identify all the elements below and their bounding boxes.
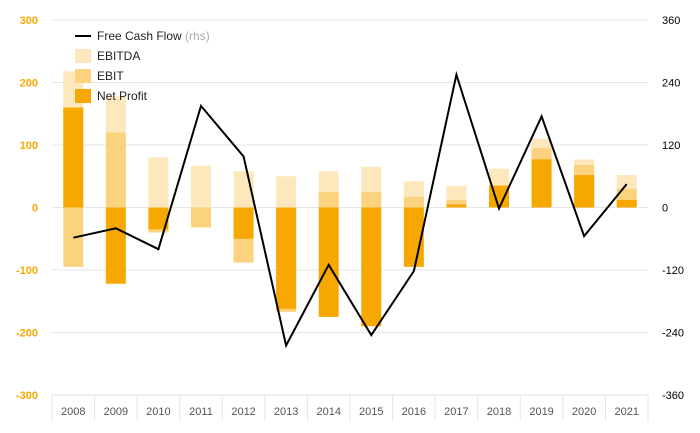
bar-ebitda-2010: [148, 157, 169, 208]
y-right-tick-label: 240: [662, 78, 680, 90]
bar-ebit-2017: [446, 200, 467, 208]
legend: Free Cash Flow (rhs) EBITDA EBIT Net Profit: [75, 29, 210, 103]
x-tick-label: 2017: [444, 406, 468, 418]
x-tick-label: 2009: [104, 406, 128, 418]
x-tick-label: 2018: [487, 406, 511, 418]
y-left-tick-label: 0: [32, 203, 38, 215]
legend-swatch-net-profit: [75, 89, 91, 103]
legend-swatch-ebit: [75, 69, 91, 83]
bar-ebit-2009: [105, 132, 126, 208]
y-left-tick-label: -200: [16, 328, 38, 340]
bar-ebit-2015: [361, 191, 382, 208]
x-tick-label: 2021: [614, 406, 638, 418]
y-right-tick-label: 120: [662, 140, 680, 152]
bar-ebit-2011: [191, 207, 211, 228]
x-tick-label: 2008: [61, 406, 85, 418]
y-left-tick-label: 100: [20, 140, 38, 152]
bar-net-profit-2017: [446, 204, 467, 208]
bar-ebitda-2011: [191, 165, 211, 208]
x-tick-label: 2015: [359, 406, 383, 418]
bar-ebit-2014: [318, 191, 339, 208]
bar-net-profit-2021: [616, 200, 637, 208]
legend-label-ebit: EBIT: [97, 69, 124, 83]
bar-net-profit-2019: [531, 159, 552, 208]
x-tick-label: 2014: [316, 406, 340, 418]
legend-label-ebitda: EBITDA: [97, 49, 140, 63]
x-tick-label: 2020: [572, 406, 596, 418]
bar-net-profit-2014: [318, 207, 339, 317]
bars: [63, 71, 637, 327]
y-right-tick-label: -120: [662, 265, 684, 277]
legend-swatch-ebitda: [75, 49, 91, 63]
y-right-tick-label: -240: [662, 328, 684, 340]
bar-net-profit-2008: [63, 107, 84, 208]
bar-ebitda-2013: [276, 176, 297, 208]
legend-note-rhs: (rhs): [185, 29, 210, 43]
x-tick-label: 2019: [529, 406, 553, 418]
x-tick-label: 2011: [189, 406, 213, 418]
bar-net-profit-2012: [233, 207, 254, 239]
legend-label-free-cash-flow: Free Cash Flow (rhs): [97, 29, 210, 43]
y-left-tick-label: -300: [16, 390, 38, 402]
bar-net-profit-2013: [276, 207, 297, 309]
y-left-tick-label: 300: [20, 15, 38, 27]
x-tick-label: 2010: [146, 406, 170, 418]
legend-label-net-profit: Net Profit: [97, 89, 148, 103]
bar-net-profit-2009: [105, 207, 126, 284]
x-tick-label: 2016: [402, 406, 426, 418]
x-tick-label: 2013: [274, 406, 298, 418]
line-free-cash-flow: [73, 70, 628, 349]
y-left-tick-label: -100: [16, 265, 38, 277]
y-right-tick-label: 0: [662, 203, 668, 215]
bar-net-profit-2010: [148, 207, 169, 230]
bar-net-profit-2020: [574, 175, 595, 208]
bar-ebit-2016: [403, 196, 424, 208]
y-right-tick-label: -360: [662, 390, 684, 402]
x-tick-label: 2012: [231, 406, 255, 418]
bar-net-profit-2015: [361, 207, 382, 327]
y-left-tick-label: 200: [20, 78, 38, 90]
y-right-tick-label: 360: [662, 15, 680, 27]
fcf-line-layer: [73, 70, 628, 349]
axes: 300 360 200 240 100 120 0 0 -100 -120 -200 -240 -300…: [16, 15, 684, 421]
